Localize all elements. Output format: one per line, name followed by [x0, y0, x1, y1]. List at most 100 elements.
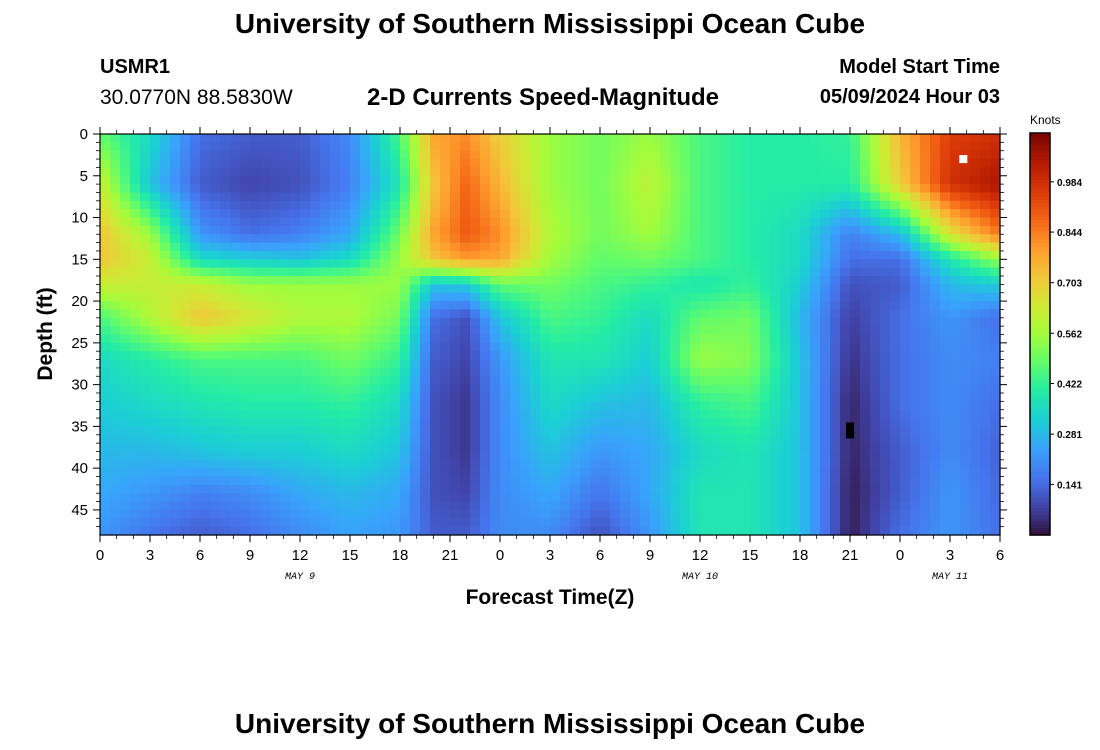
- heatmap-cell: [390, 284, 401, 294]
- heatmap-cell: [600, 284, 611, 294]
- heatmap-cell: [790, 150, 801, 160]
- heatmap-cell: [770, 509, 781, 519]
- heatmap-cell: [760, 134, 771, 143]
- heatmap-cell: [780, 301, 791, 311]
- heatmap-cell: [540, 134, 551, 143]
- heatmap-cell: [470, 443, 481, 453]
- heatmap-cell: [320, 159, 331, 169]
- heatmap-cell: [620, 259, 631, 269]
- heatmap-cell: [580, 142, 591, 152]
- heatmap-cell: [700, 392, 711, 402]
- heatmap-cell: [320, 367, 331, 377]
- heatmap-cell: [540, 493, 551, 503]
- heatmap-cell: [560, 284, 571, 294]
- heatmap-cell: [930, 242, 941, 252]
- heatmap-cell: [960, 476, 971, 486]
- heatmap-cell: [130, 134, 141, 143]
- heatmap-cell: [170, 284, 181, 294]
- heatmap-cell: [580, 184, 591, 194]
- heatmap-cell: [510, 367, 521, 377]
- x-tick-label: 6: [596, 547, 604, 564]
- heatmap-cell: [460, 334, 471, 344]
- heatmap-cell: [840, 526, 851, 536]
- heatmap-cell: [630, 217, 641, 227]
- heatmap-cell: [880, 200, 891, 210]
- heatmap-cell: [740, 384, 751, 394]
- heatmap-cell: [790, 250, 801, 260]
- heatmap-cell: [200, 493, 211, 503]
- heatmap-cell: [730, 392, 741, 402]
- heatmap-cell: [310, 142, 321, 152]
- heatmap-cell: [260, 526, 271, 536]
- heatmap-cell: [380, 342, 391, 352]
- heatmap-cell: [720, 225, 731, 235]
- heatmap-cell: [680, 434, 691, 444]
- heatmap-cell: [500, 284, 511, 294]
- heatmap-cell: [360, 476, 371, 486]
- heatmap-cell: [220, 150, 231, 160]
- heatmap-cell: [470, 192, 481, 202]
- heatmap-cell: [510, 276, 521, 285]
- heatmap-cell: [620, 443, 631, 453]
- heatmap-cell: [640, 167, 651, 177]
- heatmap-cell: [170, 142, 181, 152]
- heatmap-cell: [320, 192, 331, 202]
- heatmap-cell: [280, 209, 291, 219]
- heatmap-cell: [270, 142, 281, 152]
- heatmap-cell: [310, 443, 321, 453]
- heatmap-cell: [230, 134, 241, 143]
- heatmap-cell: [230, 418, 241, 427]
- heatmap-cell: [740, 526, 751, 536]
- heatmap-cell: [650, 184, 661, 194]
- heatmap-cell: [420, 317, 431, 327]
- heatmap-cell: [690, 175, 701, 185]
- heatmap-cell: [130, 159, 141, 169]
- heatmap-cell: [510, 134, 521, 143]
- heatmap-cell: [120, 426, 131, 436]
- heatmap-cell: [440, 159, 451, 169]
- heatmap-cell: [370, 292, 381, 302]
- heatmap-cell: [170, 501, 181, 511]
- heatmap-cell: [720, 376, 731, 386]
- heatmap-cell: [920, 518, 931, 528]
- heatmap-cell: [440, 134, 451, 143]
- heatmap-cell: [300, 443, 311, 453]
- heatmap-cell: [850, 342, 861, 352]
- heatmap-cell: [590, 301, 601, 311]
- heatmap-cell: [120, 484, 131, 494]
- heatmap-cell: [460, 526, 471, 536]
- heatmap-cell: [900, 443, 911, 453]
- heatmap-cell: [270, 242, 281, 252]
- heatmap-cell: [480, 217, 491, 227]
- heatmap-cell: [770, 468, 781, 478]
- heatmap-cell: [760, 518, 771, 528]
- heatmap-cell: [880, 359, 891, 369]
- heatmap-cell: [340, 384, 351, 394]
- heatmap-cell: [710, 334, 721, 344]
- heatmap-cell: [120, 301, 131, 311]
- heatmap-cell: [440, 167, 451, 177]
- heatmap-cell: [650, 359, 661, 369]
- heatmap-cell: [640, 367, 651, 377]
- heatmap-cell: [560, 501, 571, 511]
- heatmap-cell: [290, 334, 301, 344]
- heatmap-cell: [330, 200, 341, 210]
- heatmap-cell: [400, 209, 411, 219]
- heatmap-cell: [320, 309, 331, 319]
- heatmap-cell: [690, 234, 701, 244]
- heatmap-cell: [170, 426, 181, 436]
- heatmap-cell: [460, 434, 471, 444]
- heatmap-cell: [210, 426, 221, 436]
- heatmap-cell: [570, 518, 581, 528]
- heatmap-cell: [380, 184, 391, 194]
- heatmap-cell: [110, 276, 121, 285]
- heatmap-cell: [130, 259, 141, 269]
- heatmap-cell: [980, 250, 991, 260]
- heatmap-cell: [870, 209, 881, 219]
- heatmap-cell: [760, 234, 771, 244]
- colorbar-tick-label: 0.562: [1057, 329, 1082, 340]
- heatmap-cell: [630, 150, 641, 160]
- heatmap-cell: [620, 292, 631, 302]
- colorbar-segment: [1030, 498, 1050, 503]
- heatmap-cell: [540, 518, 551, 528]
